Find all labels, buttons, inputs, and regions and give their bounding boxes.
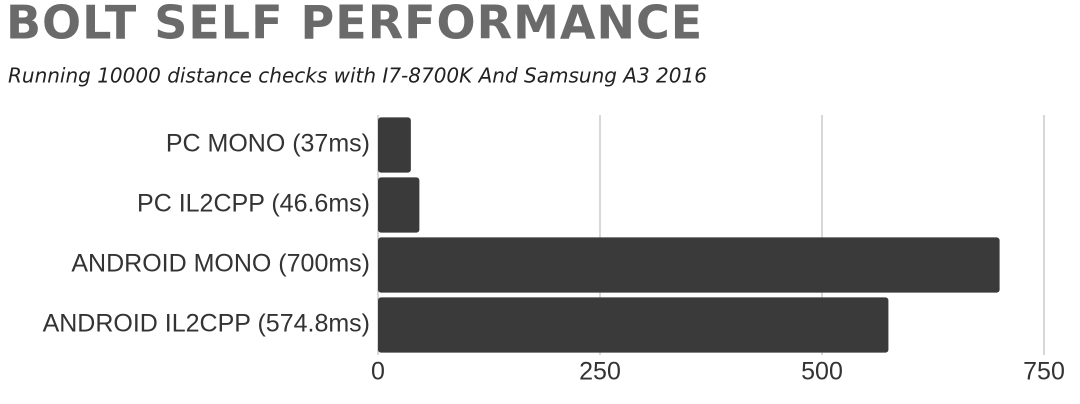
x-tick-label: 0 xyxy=(371,358,385,386)
chart-subtitle: Running 10000 distance checks with I7-87… xyxy=(8,64,707,88)
y-tick-label: ANDROID IL2CPP (574.8ms) xyxy=(43,310,370,338)
bar xyxy=(378,297,889,353)
x-tick-label: 250 xyxy=(579,358,621,386)
bar xyxy=(378,177,420,233)
x-tick-label: 750 xyxy=(1023,358,1065,386)
x-tick-label: 500 xyxy=(801,358,843,386)
y-tick-label: PC MONO (37ms) xyxy=(166,130,370,158)
bar xyxy=(378,237,1000,293)
chart-title: BOLT SELF PERFORMANCE xyxy=(6,0,703,50)
y-tick-label: ANDROID MONO (700ms) xyxy=(71,250,370,278)
bar xyxy=(378,117,411,173)
y-tick-label: PC IL2CPP (46.6ms) xyxy=(137,190,370,218)
